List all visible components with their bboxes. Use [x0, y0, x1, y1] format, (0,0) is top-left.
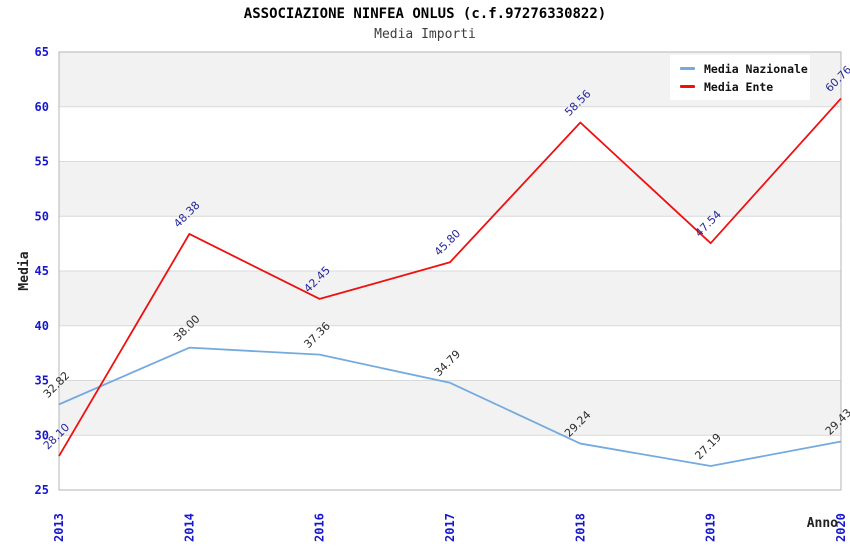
legend-item-media-nazionale: Media Nazionale — [680, 62, 810, 76]
svg-text:Anno: Anno — [807, 516, 838, 531]
svg-text:45: 45 — [35, 264, 49, 278]
svg-text:2020: 2020 — [834, 513, 848, 542]
legend: Media Nazionale Media Ente — [670, 55, 810, 100]
chart-subtitle: Media Importi — [374, 27, 476, 42]
svg-text:50: 50 — [35, 209, 49, 223]
svg-text:Media: Media — [17, 251, 32, 290]
svg-text:25: 25 — [35, 483, 49, 497]
svg-text:2017: 2017 — [443, 513, 457, 542]
legend-label-ente: Media Ente — [704, 79, 774, 94]
chart-title: ASSOCIAZIONE NINFEA ONLUS (c.f.972763308… — [243, 6, 607, 22]
svg-text:2018: 2018 — [573, 513, 587, 542]
svg-text:65: 65 — [35, 45, 49, 59]
svg-text:2019: 2019 — [704, 513, 718, 542]
svg-text:55: 55 — [35, 155, 49, 169]
svg-text:60: 60 — [35, 100, 49, 114]
svg-text:2013: 2013 — [52, 513, 66, 542]
legend-item-media-ente: Media Ente — [680, 80, 810, 94]
legend-swatch-ente-icon — [680, 85, 695, 88]
svg-text:30: 30 — [35, 428, 49, 442]
svg-text:35: 35 — [35, 374, 49, 388]
legend-swatch-nazionale-icon — [680, 67, 695, 70]
svg-text:2014: 2014 — [182, 513, 196, 542]
svg-text:40: 40 — [35, 319, 49, 333]
legend-label-nazionale: Media Nazionale — [704, 61, 808, 76]
svg-text:2016: 2016 — [313, 513, 327, 542]
